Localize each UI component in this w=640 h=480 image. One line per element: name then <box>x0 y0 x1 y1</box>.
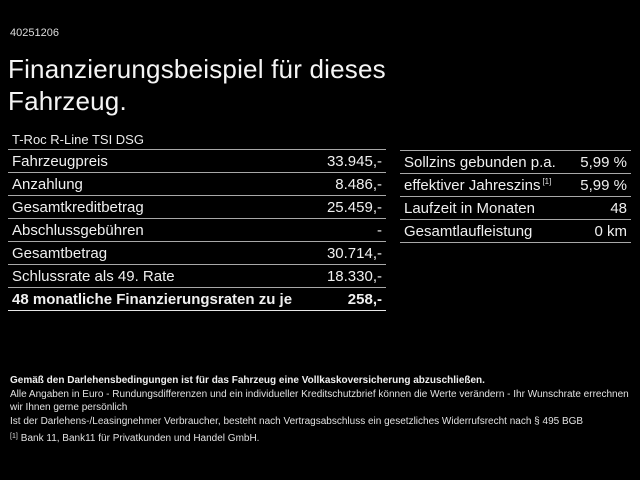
row-value: 30.714,- <box>326 244 382 262</box>
row-value: 48 <box>610 199 627 217</box>
footnote-marker: [1] <box>542 176 552 186</box>
table-row-schlussrate: Schlussrate als 49. Rate 18.330,- <box>8 265 386 288</box>
footer-disclaimer: Alle Angaben in Euro - Rundungsdifferenz… <box>10 388 629 414</box>
row-value: 258,- <box>347 290 382 308</box>
table-row-fahrzeugpreis: Fahrzeugpreis 33.945,- <box>8 150 386 173</box>
row-value: 0 km <box>594 222 627 240</box>
row-label: Gesamtkreditbetrag <box>12 198 144 216</box>
table-row-abschlussgebuehren: Abschlussgebühren - <box>8 219 386 242</box>
row-value: 25.459,- <box>326 198 382 216</box>
row-value: - <box>377 221 382 239</box>
vehicle-id: 40251206 <box>10 27 59 39</box>
row-label: Schlussrate als 49. Rate <box>12 267 175 285</box>
conditions-table: Sollzins gebunden p.a. 5,99 % effektiver… <box>400 150 631 243</box>
legal-footer: Gemäß den Darlehensbedingungen ist für d… <box>10 374 632 446</box>
table-row-sollzins: Sollzins gebunden p.a. 5,99 % <box>400 151 631 174</box>
table-row-gesamtbetrag: Gesamtbetrag 30.714,- <box>8 242 386 265</box>
footer-bank-footnote: [1] Bank 11, Bank11 für Privatkunden und … <box>10 432 632 446</box>
footer-withdrawal-note: Ist der Darlehens-/Leasingnehmer Verbrau… <box>10 415 584 427</box>
row-label: Gesamtlaufleistung <box>404 222 533 240</box>
footnote-text: Bank 11, Bank11 für Privatkunden und Han… <box>20 433 260 444</box>
table-row-anzahlung: Anzahlung 8.486,- <box>8 173 386 196</box>
table-row-effektiver-jahreszins: effektiver Jahreszins [1] 5,99 % <box>400 174 631 197</box>
vehicle-model-header: T-Roc R-Line TSI DSG <box>8 130 386 150</box>
row-label: Laufzeit in Monaten <box>404 199 535 217</box>
row-label: Fahrzeugpreis <box>12 152 108 170</box>
table-row-laufzeit: Laufzeit in Monaten 48 <box>400 197 631 220</box>
row-value: 33.945,- <box>326 152 382 170</box>
row-label: Sollzins gebunden p.a. <box>404 153 556 171</box>
row-value: 5,99 % <box>580 176 627 194</box>
table-row-gesamtkreditbetrag: Gesamtkreditbetrag 25.459,- <box>8 196 386 219</box>
row-value: 5,99 % <box>580 153 627 171</box>
row-value: 8.486,- <box>335 175 382 193</box>
finance-table: T-Roc R-Line TSI DSG Fahrzeugpreis 33.94… <box>8 130 386 311</box>
footer-insurance-note: Gemäß den Darlehensbedingungen ist für d… <box>10 375 485 386</box>
row-label: Gesamtbetrag <box>12 244 108 262</box>
table-row-gesamtlaufleistung: Gesamtlaufleistung 0 km <box>400 220 631 243</box>
row-label: Anzahlung <box>12 175 83 193</box>
footnote-marker: [1] <box>10 433 18 440</box>
table-row-monatsrate: 48 monatliche Finanzierungsraten zu je 2… <box>8 288 386 311</box>
row-label: 48 monatliche Finanzierungsraten zu je <box>12 290 293 308</box>
page-title: Finanzierungsbeispiel für dieses Fahrzeu… <box>8 54 386 116</box>
row-value: 18.330,- <box>326 267 382 285</box>
row-label: effektiver Jahreszins [1] <box>404 176 552 194</box>
row-label: Abschlussgebühren <box>12 221 144 239</box>
